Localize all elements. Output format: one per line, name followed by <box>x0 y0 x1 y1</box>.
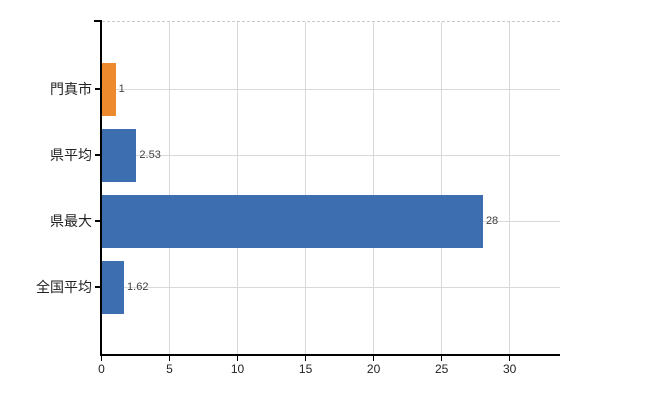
gridline-horizontal <box>101 154 560 156</box>
gridline-vertical <box>441 22 443 355</box>
category-label: 県平均 <box>50 147 92 163</box>
category-label: 県最大 <box>50 213 92 229</box>
x-axis-tick <box>440 356 443 361</box>
gridline-horizontal <box>101 88 560 90</box>
gridline-vertical <box>237 22 239 355</box>
x-axis-tick <box>168 356 171 361</box>
bar <box>102 62 116 116</box>
bar-value-label: 1 <box>118 83 125 95</box>
y-axis-tick <box>94 88 100 90</box>
gridline-vertical <box>169 22 171 355</box>
gridline-vertical <box>305 22 307 355</box>
x-tick-label: 20 <box>366 362 381 376</box>
x-axis-tick <box>236 356 239 361</box>
x-axis-tick <box>372 356 375 361</box>
bar <box>102 260 125 314</box>
gridline-vertical <box>509 22 511 355</box>
y-axis-tick <box>94 154 100 156</box>
x-axis-tick <box>100 356 103 361</box>
category-label: 全国平均 <box>36 279 92 295</box>
x-tick-label: 25 <box>434 362 449 376</box>
gridline-horizontal <box>101 286 560 288</box>
y-axis-tick <box>94 220 100 222</box>
x-tick-label: 5 <box>166 362 173 376</box>
y-axis-tick <box>94 286 100 288</box>
x-tick-label: 0 <box>98 362 105 376</box>
y-axis-top-tick <box>94 20 100 22</box>
bar-value-label: 28 <box>485 215 499 227</box>
x-tick-label: 10 <box>230 362 245 376</box>
y-axis-line <box>100 20 102 355</box>
x-axis-line <box>100 354 560 356</box>
x-axis-tick <box>508 356 511 361</box>
x-tick-label: 30 <box>502 362 517 376</box>
bar <box>102 194 483 248</box>
bar <box>102 128 137 182</box>
bar-value-label: 1.62 <box>127 281 149 293</box>
bar-value-label: 2.53 <box>139 149 161 161</box>
category-label: 門真市 <box>50 81 92 97</box>
plot-top-border <box>101 21 560 22</box>
gridline-vertical <box>373 22 375 355</box>
x-axis-tick <box>304 356 307 361</box>
x-tick-label: 15 <box>298 362 313 376</box>
